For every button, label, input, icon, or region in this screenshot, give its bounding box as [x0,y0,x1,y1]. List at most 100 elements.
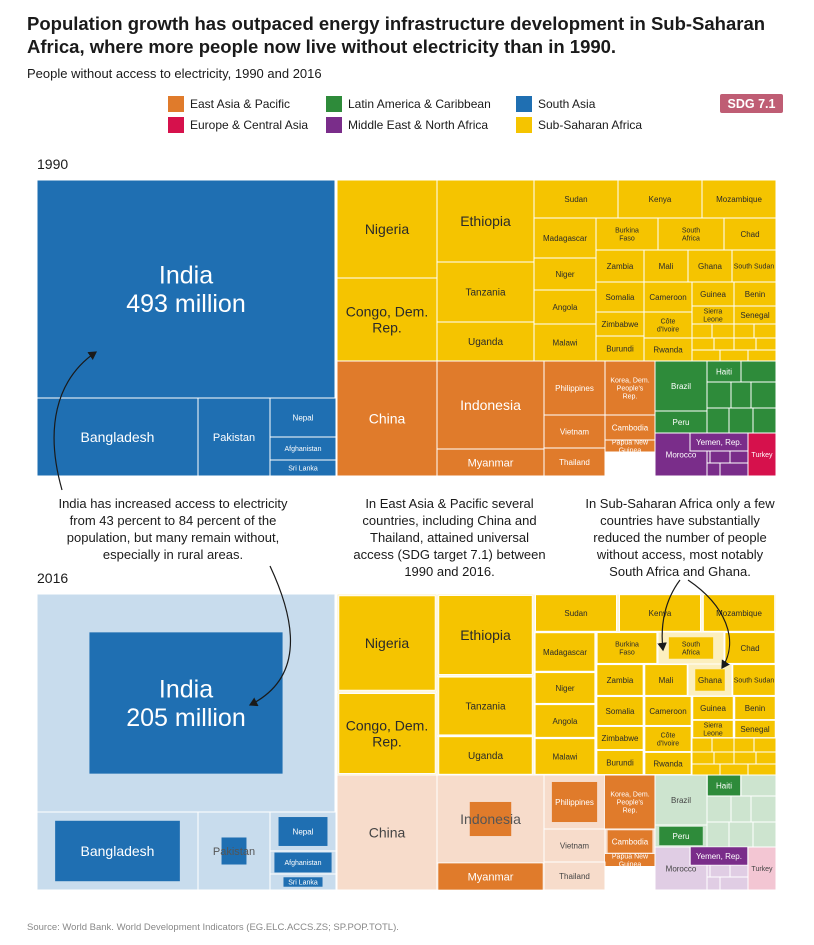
label-nigeria: Nigeria [365,221,410,237]
label-kenya: Kenya [649,195,672,204]
legend-swatch [168,96,184,112]
minor-country-tile [691,737,713,753]
label-pakistan: Pakistan [213,846,255,858]
label-mozambique: Mozambique [716,609,762,618]
label-malawi: Malawi [553,752,578,761]
label-peru: Peru [673,418,690,427]
arrow-south-africa [657,579,681,652]
label-indonesia: Indonesia [460,397,521,413]
tile-sri-lanka [269,459,337,477]
minor-country-tile [729,450,749,464]
tile-sri-lanka [283,877,323,887]
minor-country-tile [733,337,757,351]
label-cambodia: Cambodia [612,423,649,432]
label-c-te-d-ivoire: Côte d'Ivoire [657,732,679,747]
tile-tanzania [438,676,533,736]
label-zambia: Zambia [607,262,634,271]
year-label-1990: 1990 [37,156,69,172]
legend-swatch [516,117,532,133]
legend-item-europe-central-asia: Europe & Central Asia [168,117,308,133]
minor-country-tile [733,751,757,765]
label-mali: Mali [659,676,674,685]
tile-burundi [596,749,644,776]
label-tanzania: Tanzania [465,702,505,713]
label-pakistan: Pakistan [213,432,255,444]
label-burkina-faso: Burkina Faso [615,227,639,242]
label-peru: Peru [673,832,690,841]
tile-indonesia [436,360,545,450]
label-philippines: Philippines [555,384,594,393]
tile-brazil [654,360,708,412]
tile-1990-vietnam [543,828,606,863]
minor-country-tile [719,462,749,477]
label-niger: Niger [555,270,574,279]
minor-country-tile [691,751,715,765]
tile-1990-china [336,774,438,891]
tile-madagascar [534,632,596,672]
label-bangladesh: Bangladesh [81,429,155,445]
label-nigeria: Nigeria [365,635,410,651]
legend-swatch [168,117,184,133]
tile-mali [644,664,688,696]
sdg-badge: SDG 7.1 [720,94,783,113]
minor-country-tile [706,795,732,823]
label-zimbabwe: Zimbabwe [602,734,639,743]
tile-congo-dem-rep [338,692,436,775]
label-india: India 493 million [126,261,246,318]
minor-country-tile [730,381,752,409]
legend-swatch [516,96,532,112]
label-congo-dem-rep: Congo, Dem. Rep. [346,717,428,749]
minor-country-tile [691,763,721,776]
label-uganda: Uganda [468,751,503,762]
tile-ethiopia [436,179,535,263]
tile-senegal [733,305,777,325]
annotation-east-asia: In East Asia & Pacific several countries… [353,496,546,579]
tile-senegal [734,719,776,739]
legend-item-sub-saharan-africa: Sub-Saharan Africa [516,117,642,133]
minor-country-tile [719,349,749,362]
tile-tanzania [436,261,535,323]
tile-south-sudan [732,664,776,696]
tile-pakistan [197,397,271,477]
tile-chad [723,217,777,251]
label-c-te-d-ivoire: Côte d'Ivoire [657,318,679,333]
label-madagascar: Madagascar [543,648,587,657]
label-rwanda: Rwanda [653,759,683,768]
label-korea-dem-people-s-rep: Korea, Dem. People's Rep. [610,791,649,814]
label-cameroon: Cameroon [649,707,686,716]
minor-country-tile [755,337,777,351]
tile-1990-brazil [654,774,708,826]
label-sudan: Sudan [564,195,587,204]
label-senegal: Senegal [740,311,770,320]
label-malawi: Malawi [553,338,578,347]
tile-indonesia [469,801,512,837]
tile-haiti [706,360,742,383]
tile-ethiopia [438,594,533,676]
label-thailand: Thailand [559,872,590,881]
tile-1990-turkey [747,846,777,891]
legend-label: Middle East & North Africa [348,118,489,132]
label-zambia: Zambia [607,676,634,685]
tile-turkey [747,432,777,477]
minor-country-tile [706,407,730,434]
label-sri-lanka: Sri Lanka [288,465,318,472]
label-chad: Chad [740,230,759,239]
label-haiti: Haiti [716,367,732,376]
legend-label: Sub-Saharan Africa [538,118,643,132]
minor-country-tile [711,323,735,339]
minor-country-tile [728,407,754,434]
arrow-india-2016 [248,565,292,707]
label-guinea: Guinea [700,704,726,713]
label-south-sudan: South Sudan [734,677,775,684]
tile-myanmar [436,448,545,477]
year-label-2016: 2016 [37,570,69,586]
treemap-panel-1990: India 493 million Bangladesh Pakistan Nepal A… [36,179,777,477]
tile-uganda [436,321,535,362]
label-nepal: Nepal [293,827,314,836]
label-ghana: Ghana [698,262,723,271]
label-india: India 205 million [126,675,246,732]
label-somalia: Somalia [606,707,635,716]
minor-country-tile [747,349,777,362]
label-afghanistan: Afghanistan [285,860,322,867]
